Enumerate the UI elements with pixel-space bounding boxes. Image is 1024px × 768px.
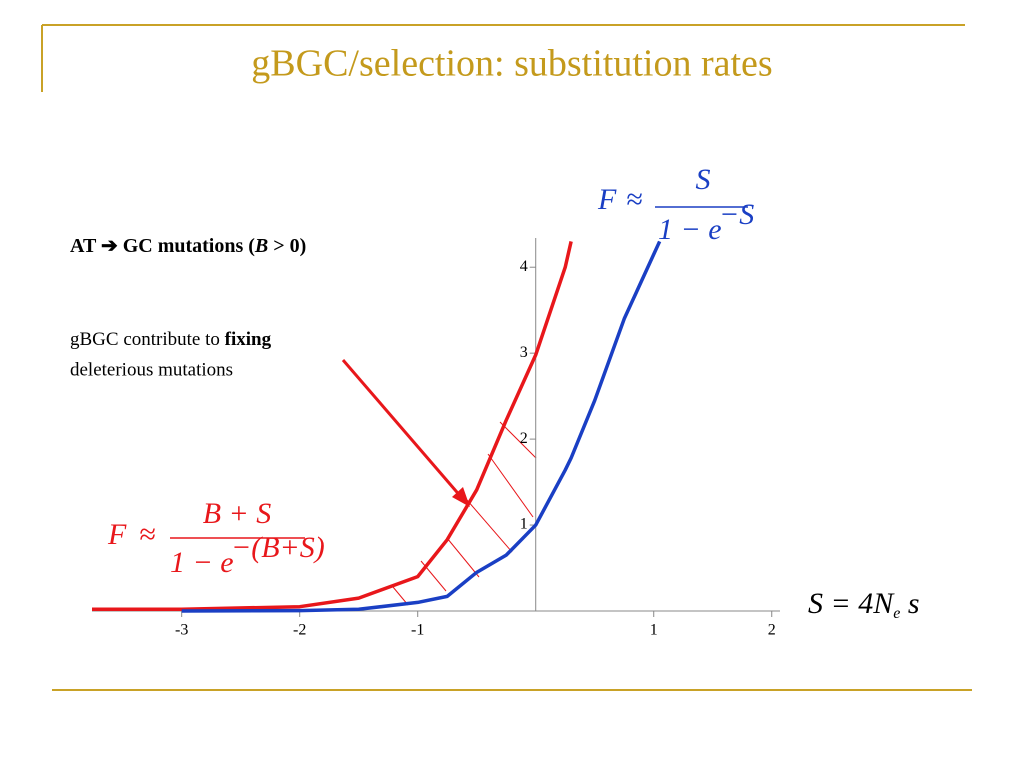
x-axis-label: S = 4Ne s <box>808 587 920 622</box>
heading-text: > 0) <box>268 235 306 257</box>
slide-title: gBGC/selection: substitution rates <box>251 43 772 85</box>
formula-text: F <box>107 518 127 551</box>
formula-text: −(B+S) <box>231 531 325 564</box>
formula-text: 1 − e <box>658 213 722 246</box>
x-tick-label: 1 <box>650 622 658 639</box>
heading: AT ➔ GC mutations (B > 0) <box>70 235 306 257</box>
y-tick-label: 2 <box>520 430 528 447</box>
arrow <box>341 359 470 507</box>
y-tick-label: 3 <box>520 344 528 361</box>
line-series <box>181 240 662 613</box>
x-tick-label: -2 <box>293 622 306 639</box>
annotation-line: deleterious mutations <box>70 359 233 380</box>
formula-red: F ≈ B + S 1 − e −(B+S) <box>107 497 325 579</box>
heading-text: AT ➔ GC mutations ( <box>70 235 255 257</box>
annotation-bold: fixing <box>225 329 272 350</box>
annotation: gBGC contribute to fixing <box>70 329 272 350</box>
annotation-text: gBGC contribute to <box>70 329 225 350</box>
formula-text: ≈ <box>139 518 155 551</box>
formula-text: F <box>597 183 617 216</box>
heading-var: B <box>254 235 268 257</box>
line-series <box>92 241 573 612</box>
formula-blue: F ≈ S 1 − e −S <box>597 163 754 246</box>
formula-text: S <box>696 163 711 196</box>
y-tick-label: 1 <box>520 516 528 533</box>
formula-text: −S <box>719 198 754 231</box>
x-tick-label: -3 <box>175 622 188 639</box>
x-tick-label: 2 <box>768 622 776 639</box>
x-label-sub: e <box>893 605 900 622</box>
x-label-main: S = 4N <box>808 587 895 620</box>
formula-text: B + S <box>203 497 272 530</box>
x-tick-label: -1 <box>411 622 424 639</box>
y-tick-label: 4 <box>520 258 528 275</box>
formula-text: ≈ <box>626 183 642 216</box>
x-label-tail: s <box>900 587 919 620</box>
formula-text: 1 − e <box>170 546 234 579</box>
